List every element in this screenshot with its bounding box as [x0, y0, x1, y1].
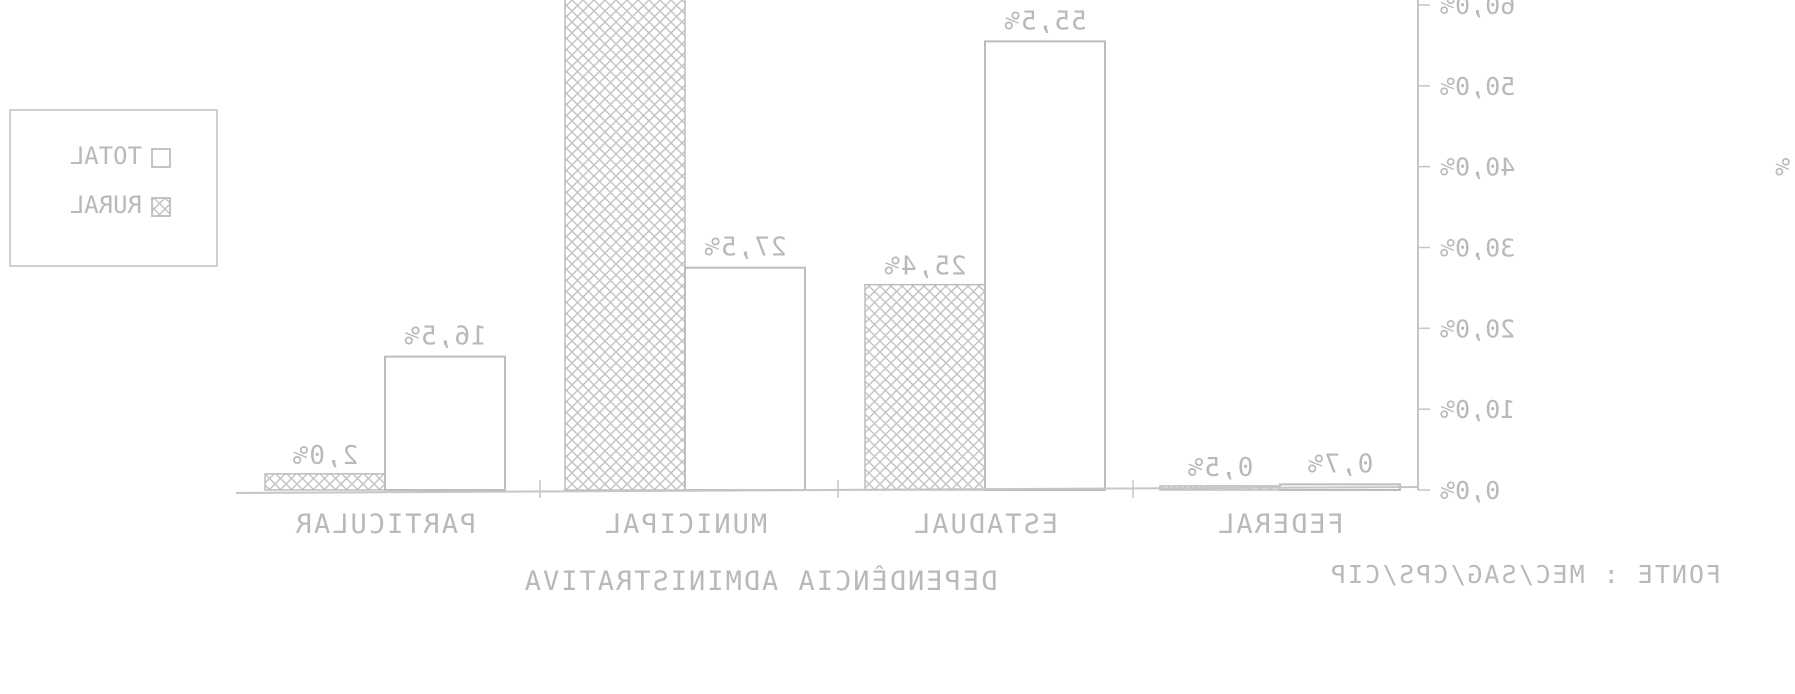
y-axis-label: % [1775, 153, 1790, 182]
category-label-municipal: MUNICIPAL [603, 509, 767, 540]
y-tick-label: 60,0% [1440, 0, 1515, 20]
bar-total-municipal [684, 266, 806, 492]
bar-total-estadual [984, 40, 1106, 491]
y-tick-label: 40,0% [1440, 153, 1515, 182]
legend-box [9, 109, 218, 267]
legend-swatch-rural [151, 197, 171, 217]
bar-rural-estadual [864, 283, 986, 491]
y-tick-label: 10,0% [1440, 395, 1515, 424]
data-label-rural-particular: 2,0% [292, 441, 359, 471]
source-note: FONTE : MEC/SAG/CPS/CIP [1329, 560, 1721, 589]
data-label-total-federal: 0,7% [1307, 449, 1374, 479]
legend: TOTAL RURAL [9, 109, 218, 267]
category-label-federal: FEDERAL [1216, 509, 1344, 540]
y-tick-label: 20,0% [1440, 314, 1515, 343]
legend-swatch-total [151, 148, 171, 168]
data-label-total-particular: 16,5% [403, 322, 486, 352]
bar-rural-municipal [564, 0, 686, 491]
y-tick-label: 30,0% [1440, 234, 1515, 263]
x-axis-line [235, 486, 1419, 494]
data-label-total-municipal: 27,5% [703, 233, 786, 263]
data-label-rural-federal: 0,5% [1187, 453, 1254, 483]
y-tick-label: 50,0% [1440, 72, 1515, 101]
category-label-particular: PARTICULAR [294, 509, 477, 540]
x-axis-title: DEPENDÊNCIA ADMINISTRATIVA [523, 565, 998, 597]
legend-label-rural: RURAL [70, 191, 142, 219]
bar-rural-particular [264, 473, 386, 491]
category-label-estadual: ESTADUAL [912, 509, 1058, 540]
bar-total-particular [384, 355, 506, 491]
legend-label-total: TOTAL [70, 142, 142, 170]
data-label-total-estadual: 55,5% [1003, 6, 1086, 36]
y-tick-label: 0,0% [1440, 476, 1500, 505]
data-label-rural-estadual: 25,4% [883, 252, 966, 282]
